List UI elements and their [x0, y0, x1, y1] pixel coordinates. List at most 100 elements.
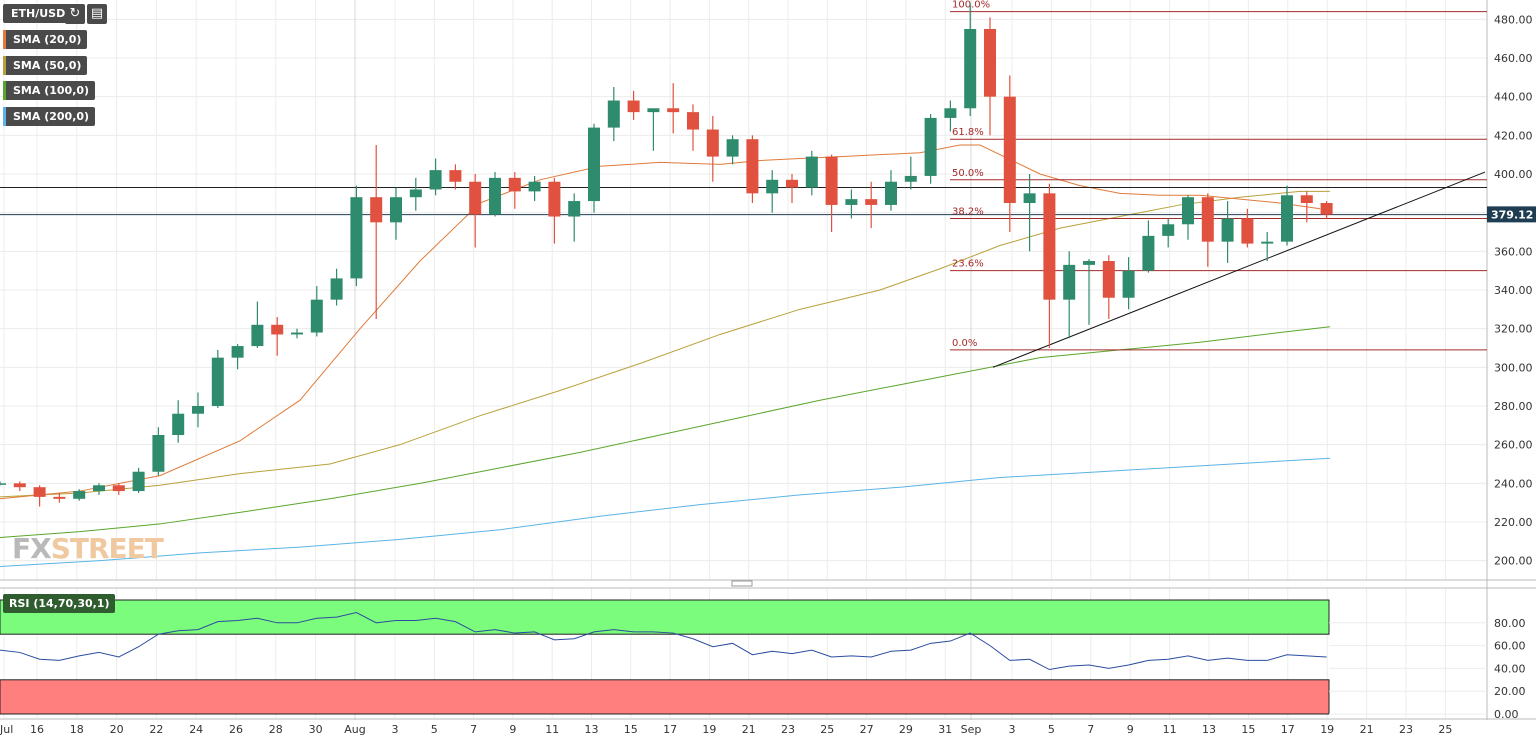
time-tick-label: 31: [938, 723, 952, 736]
candle: [1003, 75, 1016, 232]
time-tick-label: 21: [742, 723, 756, 736]
time-tick-label: 17: [1281, 723, 1295, 736]
candle: [944, 100, 957, 132]
candle-body: [528, 181, 541, 192]
time-tick-label: 5: [431, 723, 438, 736]
candle: [885, 170, 897, 211]
candle: [1300, 191, 1313, 223]
candle: [1221, 201, 1234, 263]
candle: [627, 90, 640, 120]
candle-body: [805, 156, 818, 188]
price-tick-label: 340.00: [1494, 284, 1533, 297]
candle-body: [73, 491, 86, 499]
candle: [1142, 220, 1155, 273]
candle-body: [865, 199, 878, 205]
candle-body: [1221, 218, 1234, 242]
time-tick-label: 27: [860, 723, 874, 736]
candle: [1043, 183, 1056, 348]
candle: [1102, 255, 1115, 319]
sma-200-swatch: [3, 107, 6, 126]
candle: [390, 187, 402, 240]
candle: [429, 158, 442, 196]
rsi-overbought-zone: [0, 599, 1330, 635]
symbol-label[interactable]: ETH/USD: [3, 4, 72, 23]
candle: [667, 83, 680, 134]
candle-body: [647, 108, 660, 113]
candle: [489, 172, 501, 217]
price-tick-label: 200.00: [1494, 555, 1533, 568]
sma-200-line: [0, 457, 1331, 567]
candle-body: [726, 139, 739, 157]
candle-body: [1261, 241, 1274, 244]
price-tick-label: 460.00: [1494, 52, 1533, 65]
rsi-label[interactable]: RSI (14,70,30,1): [3, 594, 116, 613]
time-tick-label: Jul: [0, 723, 13, 736]
candle: [964, 3, 977, 116]
price-tick-label: 440.00: [1494, 91, 1533, 104]
candle: [449, 164, 462, 190]
time-tick-label: 19: [702, 723, 716, 736]
candle-body: [390, 197, 402, 223]
time-tick-label: 11: [545, 723, 559, 736]
candle: [706, 116, 719, 182]
candle-body: [112, 485, 125, 492]
sma-50-label[interactable]: SMA (50,0): [3, 56, 88, 75]
candle-body: [409, 189, 422, 198]
candle-body: [687, 112, 699, 130]
candle: [904, 156, 917, 190]
rsi-tick-label: 80.00: [1494, 617, 1526, 630]
sma-20-label[interactable]: SMA (20,0): [3, 30, 88, 49]
candle-body: [251, 324, 264, 347]
candle: [1281, 185, 1293, 246]
current-price-tag: [1487, 206, 1536, 223]
candle-body: [1241, 218, 1254, 244]
fib-level-label: 0.0%: [952, 338, 977, 349]
candle-body: [172, 413, 185, 435]
candle-body: [231, 346, 244, 358]
time-tick-label: 25: [820, 723, 834, 736]
candle-body: [786, 179, 798, 188]
candle-body: [1122, 270, 1135, 298]
price-tick-label: 360.00: [1494, 245, 1533, 258]
candle: [1023, 174, 1036, 252]
candle: [1063, 251, 1076, 339]
candle-body: [429, 170, 442, 190]
price-tick-label: 420.00: [1494, 129, 1533, 142]
sma-100-label[interactable]: SMA (100,0): [3, 81, 96, 100]
refresh-icon[interactable]: ↻: [65, 4, 85, 24]
candle: [310, 286, 323, 337]
candle-body: [469, 181, 482, 215]
candle-body: [1300, 195, 1313, 203]
candle-body: [588, 127, 600, 202]
pane-resize-handle: [731, 580, 753, 587]
sma-200-label[interactable]: SMA (200,0): [3, 107, 96, 126]
time-tick-label: 23: [1399, 723, 1413, 736]
candle-body: [370, 197, 383, 223]
candle: [687, 104, 699, 151]
candle-body: [1003, 96, 1016, 203]
fib-level-label: 61.8%: [952, 127, 984, 138]
candle: [726, 135, 739, 165]
candle-body: [291, 332, 303, 335]
candle-body: [1142, 235, 1155, 271]
sma-50-text: SMA (50,0): [13, 59, 82, 72]
candle: [13, 481, 26, 492]
candle: [588, 123, 600, 213]
sma-20-line: [0, 144, 1321, 500]
candle: [1241, 208, 1254, 248]
candle-body: [904, 175, 917, 182]
support-trendline: [992, 171, 1486, 368]
candle-body: [1201, 197, 1214, 242]
price-tick-label: 320.00: [1494, 323, 1533, 336]
price-tick-label: 400.00: [1494, 168, 1533, 181]
time-tick-label: 18: [70, 723, 84, 736]
candle: [786, 174, 798, 203]
calendar-icon[interactable]: ▤: [87, 4, 107, 24]
candle: [1122, 257, 1135, 310]
candle: [112, 483, 125, 495]
sma-100-text: SMA (100,0): [13, 84, 90, 97]
candle: [568, 193, 581, 242]
candle-body: [132, 471, 145, 492]
rsi-tick-label: 40.00: [1494, 662, 1526, 675]
